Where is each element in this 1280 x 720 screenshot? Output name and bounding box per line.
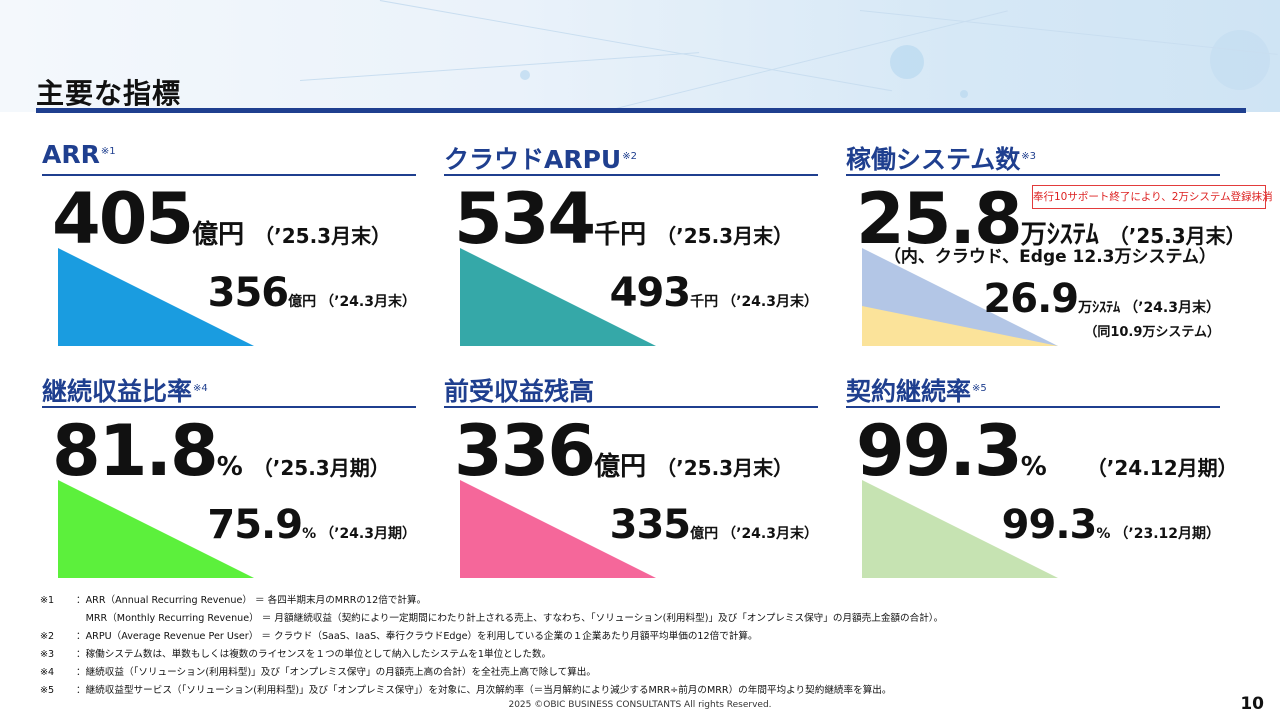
trend-triangle — [862, 480, 1058, 578]
panel-recurring-ratio: 継続収益比率※4 81.8% （’25.3月期） 75.9% （’24.3月期） — [42, 372, 418, 586]
panel-title: クラウドARPU※2 — [444, 145, 637, 174]
current-value: 81.8% （’25.3月期） — [52, 410, 390, 492]
footnote: ※2 ：ARPU（Average Revenue Per User） ＝ クラウド… — [40, 631, 758, 642]
previous-value: 493千円 （’24.3月末） — [609, 270, 818, 316]
panel-title: 前受収益残高 — [444, 377, 595, 406]
footnote: ※1 ：ARR（Annual Recurring Revenue） ＝ 各四半期末… — [40, 595, 427, 606]
footnote: ※4 ：継続収益（「ソリューション(利用料型)」及び「オンプレミス保守」の月額売上… — [40, 667, 596, 678]
trend-triangle — [460, 248, 656, 346]
current-value: 99.3% （’24.12月期） — [856, 410, 1238, 492]
panel-title: 契約継続率※5 — [846, 377, 987, 406]
triangle-shape — [460, 248, 656, 346]
page-title: 主要な指標 — [36, 77, 182, 110]
panel-title: ARR※1 — [42, 140, 116, 169]
current-value: 25.8万ｼｽﾃﾑ （’25.3月末） — [856, 178, 1246, 260]
previous-value: 26.9万ｼｽﾃﾑ （’24.3月末） — [983, 276, 1220, 322]
trend-triangle — [58, 248, 254, 346]
trend-triangle — [862, 248, 1058, 346]
footnote: MRR（Monthly Recurring Revenue） ＝ 月額継続収益（… — [76, 613, 944, 624]
current-value: 534千円 （’25.3月末） — [454, 178, 794, 260]
triangle-shape — [460, 480, 656, 578]
panel-deferred-revenue: 前受収益残高 336億円 （’25.3月末） 335億円 （’24.3月末） — [444, 372, 820, 586]
copyright: 2025 ©OBIC BUSINESS CONSULTANTS All righ… — [508, 700, 772, 710]
page-number: 10 — [1240, 694, 1264, 714]
current-value: 405億円 （’25.3月末） — [52, 178, 392, 260]
previous-value: 335億円 （’24.3月末） — [609, 502, 818, 548]
triangle-shape — [58, 248, 254, 346]
previous-value: 75.9% （’24.3月期） — [207, 502, 416, 548]
footnote: ※3 ：稼働システム数は、単数もしくは複数のライセンスを１つの単位として納入したシ… — [40, 649, 552, 660]
previous-value: 99.3% （’23.12月期） — [1001, 502, 1220, 548]
trend-triangle — [460, 480, 656, 578]
trend-triangle — [58, 480, 254, 578]
panel-arr: ARR※1 405億円 （’25.3月末） 356億円 （’24.3月末） — [42, 140, 418, 354]
notice-badge: 奉行10サポート終了により、2万システム登録抹消 — [1032, 185, 1273, 209]
current-value: 336億円 （’25.3月末） — [454, 410, 794, 492]
triangle-cloud-share — [862, 306, 1058, 346]
panel-title: 継続収益比率※4 — [42, 377, 208, 406]
previous-value: 356億円 （’24.3月末） — [207, 270, 416, 316]
triangle-shape — [862, 480, 1058, 578]
footnote: ※5 ：継続収益型サービス（「ソリューション(利用料型)」及び「オンプレミス保守」… — [40, 685, 892, 696]
current-sub-note: （内、クラウド、Edge 12.3万システム） — [883, 247, 1216, 267]
header-background — [0, 0, 1280, 112]
panel-active-systems: 稼働システム数※3 25.8万ｼｽﾃﾑ （’25.3月末） （内、クラウド、Edg… — [846, 140, 1246, 354]
title-rule — [36, 108, 1246, 113]
previous-sub-note: （同10.9万システム） — [1084, 325, 1220, 340]
panel-contract-continuation: 契約継続率※5 99.3% （’24.12月期） 99.3% （’23.12月期） — [846, 372, 1238, 586]
panel-title: 稼働システム数※3 — [846, 145, 1037, 174]
panel-cloud-arpu: クラウドARPU※2 534千円 （’25.3月末） 493千円 （’24.3月末） — [444, 140, 820, 354]
triangle-shape — [58, 480, 254, 578]
